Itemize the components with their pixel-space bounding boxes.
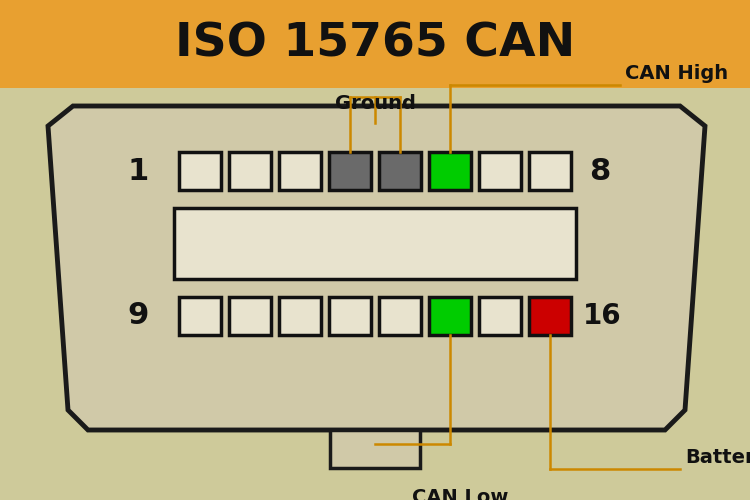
Text: 16: 16 <box>583 302 622 330</box>
Text: CAN High: CAN High <box>625 64 728 83</box>
Bar <box>479 297 521 335</box>
Bar <box>479 152 521 190</box>
Bar <box>379 152 421 190</box>
Bar <box>330 430 420 468</box>
Bar <box>529 152 571 190</box>
Text: Battery: Battery <box>685 448 750 467</box>
Text: 8: 8 <box>589 156 610 186</box>
Text: Ground: Ground <box>334 94 416 113</box>
Bar <box>379 297 421 335</box>
Bar <box>179 297 221 335</box>
Bar <box>174 208 576 279</box>
Bar <box>179 152 221 190</box>
Bar <box>229 152 271 190</box>
Text: 1: 1 <box>128 156 149 186</box>
Bar <box>329 152 371 190</box>
Text: ISO 15765 CAN: ISO 15765 CAN <box>175 22 575 66</box>
Polygon shape <box>48 106 705 430</box>
Text: 9: 9 <box>128 302 149 330</box>
Bar <box>429 297 471 335</box>
Bar <box>529 297 571 335</box>
Bar <box>329 297 371 335</box>
Bar <box>0 0 750 88</box>
Bar <box>279 297 321 335</box>
Bar <box>279 152 321 190</box>
Bar <box>229 297 271 335</box>
Bar <box>429 152 471 190</box>
Text: CAN Low: CAN Low <box>412 488 509 500</box>
